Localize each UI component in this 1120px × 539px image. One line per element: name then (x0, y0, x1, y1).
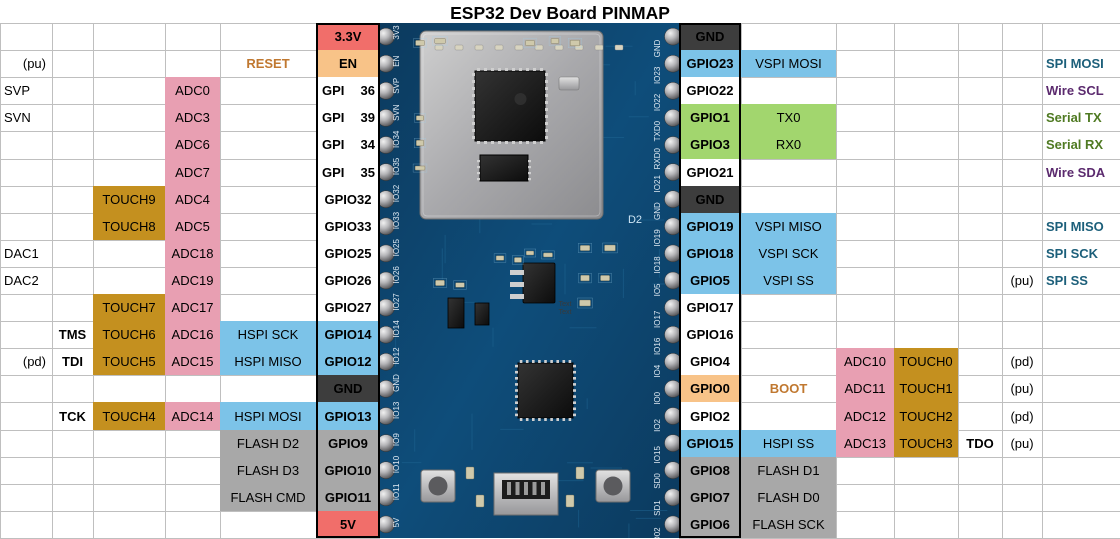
svg-text:Text: Text (559, 309, 572, 316)
svg-text:RXD0: RXD0 (653, 147, 662, 169)
svg-text:Text: Text (559, 301, 572, 308)
svg-text:IO19: IO19 (653, 229, 662, 247)
svg-text:IO32: IO32 (392, 184, 401, 202)
svg-text:IO02: IO02 (653, 527, 662, 538)
svg-text:5V: 5V (392, 517, 401, 527)
svg-text:IO26: IO26 (392, 266, 401, 284)
svg-text:D2: D2 (628, 214, 642, 226)
svg-text:IO13: IO13 (392, 401, 401, 419)
svg-text:SD1: SD1 (653, 500, 662, 516)
svg-text:TXD0: TXD0 (653, 120, 662, 141)
svg-text:IO0: IO0 (653, 391, 662, 404)
svg-text:EN: EN (392, 55, 401, 66)
svg-text:IO15: IO15 (653, 446, 662, 464)
svg-text:SD0: SD0 (653, 473, 662, 489)
svg-text:SVP: SVP (392, 78, 401, 94)
svg-text:IO18: IO18 (653, 256, 662, 274)
svg-text:IO4: IO4 (653, 364, 662, 377)
svg-text:IO34: IO34 (392, 130, 401, 148)
svg-text:SVN: SVN (392, 104, 401, 121)
svg-text:GND: GND (653, 39, 662, 57)
svg-text:IO14: IO14 (392, 320, 401, 338)
svg-text:IO25: IO25 (392, 239, 401, 257)
svg-text:IO35: IO35 (392, 157, 401, 175)
svg-text:3V3: 3V3 (392, 25, 401, 40)
svg-text:GND: GND (392, 374, 401, 392)
svg-text:IO33: IO33 (392, 211, 401, 229)
svg-text:IO27: IO27 (392, 293, 401, 311)
svg-text:IO22: IO22 (653, 93, 662, 111)
svg-text:IO11: IO11 (392, 483, 401, 500)
svg-text:IO16: IO16 (653, 337, 662, 355)
svg-text:GND: GND (653, 202, 662, 220)
svg-text:IO2: IO2 (653, 418, 662, 431)
svg-text:IO12: IO12 (392, 347, 401, 365)
svg-text:IO10: IO10 (392, 455, 401, 473)
svg-text:IO9: IO9 (392, 433, 401, 446)
svg-text:IO21: IO21 (653, 175, 662, 193)
svg-text:IO17: IO17 (653, 310, 662, 328)
svg-text:IO5: IO5 (653, 283, 662, 296)
svg-text:IO23: IO23 (653, 66, 662, 84)
